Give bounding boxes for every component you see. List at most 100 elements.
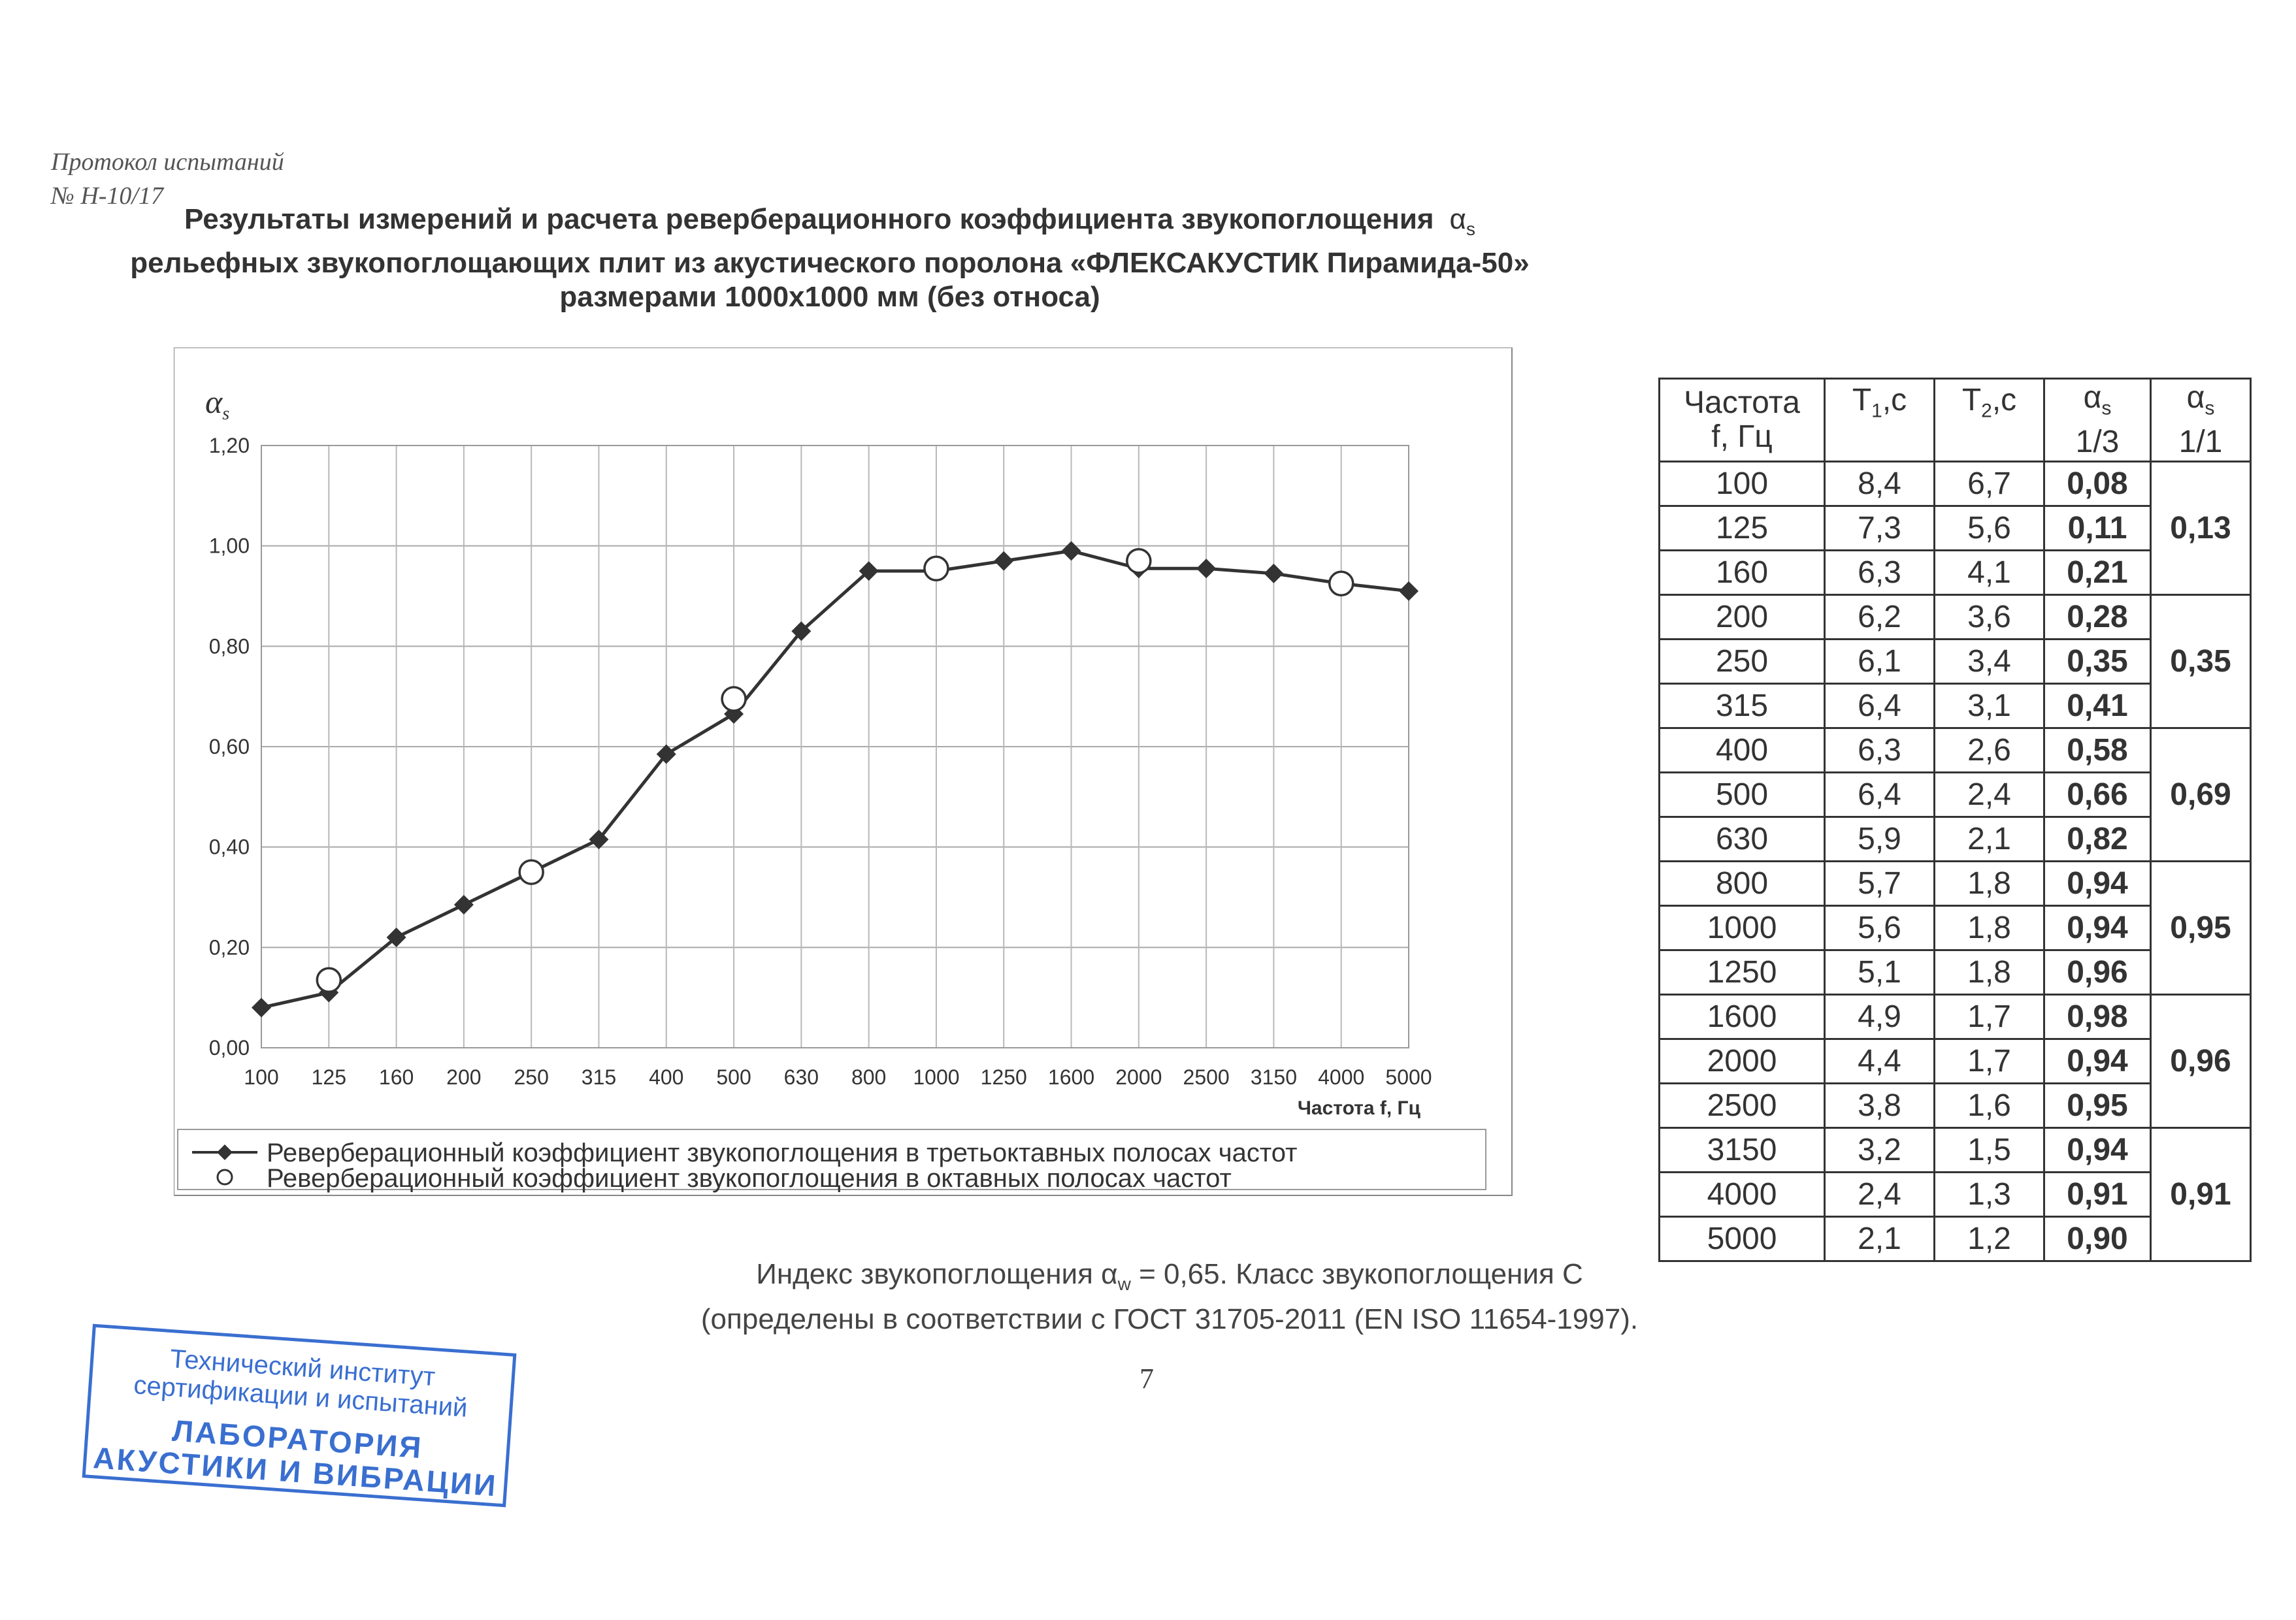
legend-label-octave: Реверберационный коэффициент звукопоглощ… <box>267 1164 1232 1193</box>
diamond-marker <box>994 551 1014 571</box>
cell-t2: 3,6 <box>1933 594 2045 640</box>
cell-t2: 1,7 <box>1933 994 2045 1040</box>
cell-t1: 5,1 <box>1824 949 1935 996</box>
x-tick-label: 250 <box>514 1065 548 1089</box>
cell-t2: 1,3 <box>1933 1171 2045 1218</box>
x-tick-label: 630 <box>784 1065 819 1089</box>
header-t2: T2,c <box>1933 378 2045 462</box>
cell-frequency: 4000 <box>1658 1171 1826 1218</box>
cell-alpha-third-octave: 0,41 <box>2043 683 2152 729</box>
lab-stamp: Технический институт сертификации и испы… <box>82 1323 517 1508</box>
title-alpha-symbol: αs <box>1449 203 1475 239</box>
diamond-marker <box>1061 541 1081 561</box>
cell-alpha-third-octave: 0,82 <box>2043 816 2152 862</box>
cell-t2: 2,4 <box>1933 771 2045 818</box>
legend-frame <box>177 1129 1486 1190</box>
protocol-header: Протокол испытаний № Н-10/17 <box>51 145 284 213</box>
table-row: 2500 3,8 1,6 0,95 <box>1658 1082 2251 1129</box>
x-tick-label: 315 <box>582 1065 616 1089</box>
cell-frequency: 5000 <box>1658 1216 1826 1262</box>
x-tick-label: 125 <box>312 1065 346 1089</box>
cell-alpha-third-octave: 0,21 <box>2043 549 2152 596</box>
cell-t1: 2,4 <box>1824 1171 1935 1218</box>
circle-marker <box>1328 570 1354 597</box>
diamond-marker <box>589 830 609 850</box>
cell-t2: 1,8 <box>1933 949 2045 996</box>
circle-marker <box>316 967 342 994</box>
table-row: 315 6,4 3,1 0,41 <box>1658 683 2251 729</box>
cell-frequency: 630 <box>1658 816 1826 862</box>
chart-series <box>252 541 1419 1018</box>
header-t1: T1,c <box>1824 378 1935 462</box>
cell-t1: 6,4 <box>1824 683 1935 729</box>
cell-alpha-third-octave: 0,08 <box>2043 461 2152 507</box>
x-tick-label: 200 <box>446 1065 481 1089</box>
diamond-marker <box>1399 581 1419 601</box>
table-body: 100 8,4 6,7 0,08 0,13 125 7,3 5,6 0,11 160 6,3 4,1 0… <box>1658 461 2252 1262</box>
cell-t1: 6,3 <box>1824 549 1935 596</box>
cell-alpha-octave: 0,35 <box>2150 594 2252 729</box>
index-subscript: w <box>1117 1273 1131 1294</box>
x-tick-label: 4000 <box>1318 1065 1364 1089</box>
table-header-row: Частота f, Гц T1,c T2,c αs 1/3 αs 1/1 <box>1658 378 2252 462</box>
cell-t2: 1,5 <box>1933 1127 2045 1173</box>
table-row: 125 7,3 5,6 0,11 <box>1658 505 2251 551</box>
cell-t2: 1,8 <box>1933 905 2045 951</box>
title-line-3: размерами 1000х1000 мм (без относа) <box>559 280 1100 313</box>
absorption-index-note: Индекс звукопоглощения αw = 0,65. Класс … <box>575 1257 1764 1337</box>
cell-t2: 3,4 <box>1933 638 2045 685</box>
cell-alpha-third-octave: 0,11 <box>2043 505 2152 551</box>
x-tick-label: 1250 <box>981 1065 1027 1089</box>
cell-alpha-third-octave: 0,90 <box>2043 1216 2152 1262</box>
y-axis-label: αs <box>205 383 229 424</box>
results-table: Частота f, Гц T1,c T2,c αs 1/3 αs 1/1 100 8,… <box>1658 378 2252 1262</box>
y-tick-label: 1,20 <box>209 434 250 457</box>
cell-alpha-third-octave: 0,91 <box>2043 1171 2152 1218</box>
cell-t2: 6,7 <box>1933 461 2045 507</box>
cell-alpha-octave: 0,96 <box>2150 994 2252 1129</box>
table-row: 100 8,4 6,7 0,08 0,13 <box>1658 461 2252 596</box>
cell-t2: 1,7 <box>1933 1038 2045 1084</box>
standard-reference: (определены в соответствии с ГОСТ 31705-… <box>700 1303 1639 1335</box>
circle-marker <box>1126 547 1152 574</box>
diamond-marker <box>1196 559 1217 579</box>
cell-t1: 8,4 <box>1824 461 1935 507</box>
cell-t1: 6,4 <box>1824 771 1935 818</box>
cell-t1: 5,6 <box>1824 905 1935 951</box>
index-suffix: = 0,65. Класс звукопоглощения С <box>1130 1258 1583 1290</box>
cell-t2: 4,1 <box>1933 549 2045 596</box>
cell-alpha-third-octave: 0,35 <box>2043 638 2152 685</box>
cell-alpha-octave: 0,69 <box>2150 727 2252 862</box>
cell-t1: 6,1 <box>1824 638 1935 685</box>
cell-alpha-octave: 0,91 <box>2150 1127 2252 1262</box>
absorption-chart: αs 0,00 0,20 0,40 0,60 0,80 1,00 1,20 100 125 16… <box>174 348 1513 1196</box>
cell-t1: 4,4 <box>1824 1038 1935 1084</box>
cell-alpha-third-octave: 0,94 <box>2043 905 2152 951</box>
cell-t1: 3,8 <box>1824 1082 1935 1129</box>
diamond-marker <box>453 895 474 915</box>
cell-frequency: 500 <box>1658 771 1826 818</box>
cell-frequency: 250 <box>1658 638 1826 685</box>
cell-t2: 1,8 <box>1933 860 2045 907</box>
document-title: Результаты измерений и расчета ревербера… <box>0 202 1660 314</box>
table-row: 200 6,2 3,6 0,28 0,35 <box>1658 594 2252 729</box>
results-table-wrap: Частота f, Гц T1,c T2,c αs 1/3 αs 1/1 100 8,… <box>1658 378 2252 1262</box>
x-tick-label: 1000 <box>913 1065 959 1089</box>
index-prefix: Индекс звукопоглощения α <box>756 1258 1118 1290</box>
cell-t2: 1,6 <box>1933 1082 2045 1129</box>
table-row: 500 6,4 2,4 0,66 <box>1658 771 2251 818</box>
cell-t1: 7,3 <box>1824 505 1935 551</box>
cell-alpha-third-octave: 0,28 <box>2043 594 2152 640</box>
table-row: 630 5,9 2,1 0,82 <box>1658 816 2251 862</box>
cell-frequency: 3150 <box>1658 1127 1826 1173</box>
cell-frequency: 125 <box>1658 505 1826 551</box>
cell-alpha-third-octave: 0,98 <box>2043 994 2152 1040</box>
circle-marker <box>923 555 949 581</box>
cell-alpha-octave: 0,95 <box>2150 860 2252 996</box>
header-alpha-third-octave: αs 1/3 <box>2043 378 2152 462</box>
cell-alpha-third-octave: 0,96 <box>2043 949 2152 996</box>
legend-diamond-marker <box>217 1144 233 1160</box>
diamond-marker <box>656 744 676 764</box>
protocol-number: № Н-10/17 <box>51 182 163 210</box>
y-tick-label: 0,80 <box>209 634 250 658</box>
